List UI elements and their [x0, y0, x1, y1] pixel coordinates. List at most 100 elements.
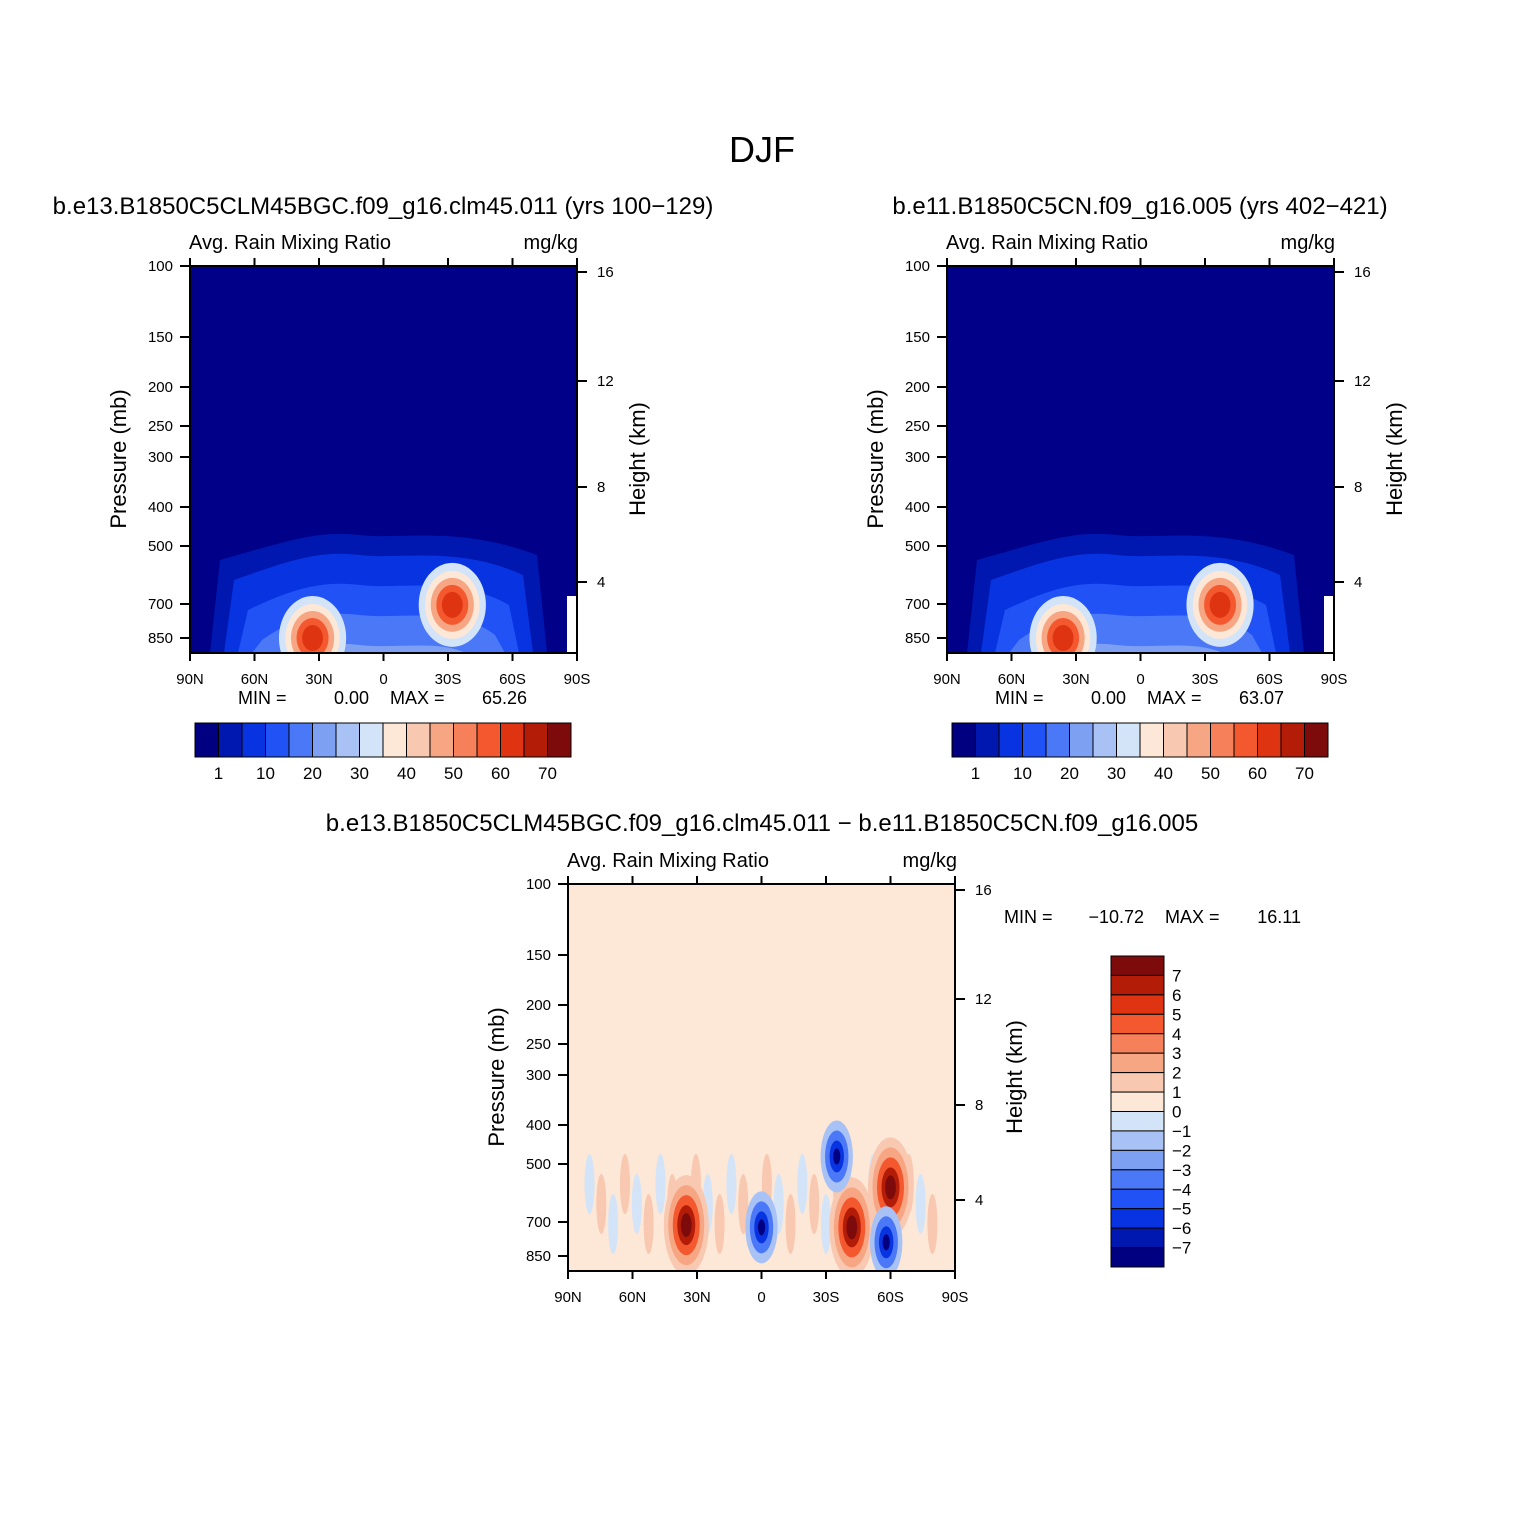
colorbar-label: 2 — [1172, 1064, 1181, 1083]
y-tick-label: 400 — [526, 1117, 551, 1134]
colorbar-label: 10 — [1013, 764, 1032, 783]
colorbar-box — [1233, 722, 1258, 758]
y-tick-label: 200 — [905, 379, 930, 396]
diff-speckle — [655, 1154, 666, 1214]
height-tick-label: 16 — [1354, 264, 1371, 281]
x-tick-label: 30S — [435, 671, 462, 688]
y-tick-label: 100 — [905, 258, 930, 275]
diff-speckle — [596, 1174, 607, 1234]
colorbar-box — [1110, 1130, 1165, 1151]
colorbar-box — [453, 722, 478, 758]
diff-speckle — [619, 1154, 630, 1214]
feature-max-0 — [302, 625, 323, 651]
colorbar-box — [1110, 1188, 1165, 1210]
colorbar-label: 1 — [1172, 1083, 1181, 1102]
colorbar-box — [998, 722, 1023, 758]
panel-3-field — [568, 884, 955, 1271]
panel-3-right-string: mg/kg — [903, 850, 957, 872]
height-tick-label: 12 — [1354, 373, 1371, 390]
x-tick-label: 90N — [554, 1289, 582, 1306]
colorbar-label: 30 — [1107, 764, 1126, 783]
height-tick-label: 16 — [975, 882, 992, 899]
colorbar-box — [1304, 722, 1329, 758]
panel-1-min-label: MIN = — [238, 688, 287, 708]
y-tick-label: 850 — [148, 630, 173, 647]
y-tick-label: 200 — [526, 997, 551, 1014]
panel-2-title: b.e11.B1850C5CN.f09_g16.005 (yrs 402−421… — [892, 193, 1387, 220]
colorbar-box — [951, 722, 976, 758]
diff-speckle — [643, 1194, 654, 1254]
y-tick-label: 400 — [905, 499, 930, 516]
diff-feature-2 — [885, 1175, 896, 1200]
x-tick-label: 30S — [813, 1289, 840, 1306]
colorbar-label: 3 — [1172, 1044, 1181, 1063]
colorbar-label: 70 — [1295, 764, 1314, 783]
height-tick-label: 4 — [597, 574, 605, 591]
colorbar-box — [547, 722, 572, 758]
panel-1-ylabel-right: Height (km) — [625, 402, 650, 516]
y-tick-label: 300 — [905, 449, 930, 466]
y-tick-label: 150 — [905, 329, 930, 346]
panel-2-min-value: 0.00 — [1091, 688, 1126, 708]
colorbar-box — [1110, 1149, 1165, 1171]
colorbar-box — [312, 722, 337, 758]
y-tick-label: 700 — [905, 596, 930, 613]
colorbar-box — [1110, 1091, 1165, 1112]
y-tick-label: 500 — [905, 538, 930, 555]
colorbar-label: 40 — [397, 764, 416, 783]
x-tick-label: 60S — [499, 671, 526, 688]
diff-speckle — [915, 1174, 926, 1234]
panel-2-ylabel: Pressure (mb) — [863, 389, 888, 528]
colorbar-box — [500, 722, 525, 758]
panel-1: b.e13.B1850C5CLM45BGC.f09_g16.clm45.011 … — [53, 193, 714, 783]
colorbar-box — [1045, 722, 1070, 758]
diff-speckle — [584, 1154, 595, 1214]
panel-1-right-string: mg/kg — [524, 232, 578, 254]
y-tick-label: 100 — [148, 258, 173, 275]
colorbar-box — [1092, 722, 1117, 758]
x-tick-label: 30N — [305, 671, 333, 688]
colorbar-label: −5 — [1172, 1200, 1191, 1219]
colorbar-label: −4 — [1172, 1180, 1191, 1199]
x-tick-label: 30N — [1062, 671, 1090, 688]
missing-data-patch — [567, 596, 577, 653]
height-tick-label: 8 — [975, 1097, 983, 1114]
panel-3-left-string: Avg. Rain Mixing Ratio — [567, 850, 769, 872]
x-tick-label: 60N — [619, 1289, 647, 1306]
diff-speckle — [608, 1194, 619, 1254]
colorbar-box — [1116, 722, 1141, 758]
colorbar-label: 40 — [1154, 764, 1173, 783]
panel-1-field — [190, 266, 577, 653]
diff-speckle — [927, 1194, 938, 1254]
colorbar-box — [359, 722, 384, 758]
x-tick-label: 60S — [1256, 671, 1283, 688]
height-tick-label: 16 — [597, 264, 614, 281]
y-tick-label: 500 — [526, 1156, 551, 1173]
x-tick-label: 60N — [241, 671, 269, 688]
colorbar-box — [382, 722, 407, 758]
colorbar-label: −1 — [1172, 1122, 1191, 1141]
colorbar-box — [476, 722, 501, 758]
panel-2-max-value: 63.07 — [1239, 688, 1284, 708]
colorbar-label: −6 — [1172, 1219, 1191, 1238]
colorbar-box — [1022, 722, 1047, 758]
panel-3: b.e13.B1850C5CLM45BGC.f09_g16.clm45.011 … — [326, 810, 1301, 1306]
colorbar-label: −2 — [1172, 1141, 1191, 1160]
colorbar-box — [1069, 722, 1094, 758]
y-tick-label: 300 — [148, 449, 173, 466]
colorbar-box — [335, 722, 360, 758]
diff-speckle — [785, 1194, 796, 1254]
diff-feature-4 — [833, 1148, 841, 1165]
colorbar-box — [1110, 994, 1165, 1015]
colorbar-box — [1110, 1169, 1165, 1190]
diff-feature-1 — [846, 1215, 858, 1240]
panel-3-max-value: 16.11 — [1257, 907, 1301, 927]
y-tick-label: 300 — [526, 1067, 551, 1084]
colorbar-label: 60 — [1248, 764, 1267, 783]
colorbar-label: 4 — [1172, 1025, 1181, 1044]
diff-speckle — [714, 1194, 725, 1254]
colorbar-box — [218, 722, 243, 758]
panel-1-min-value: 0.00 — [334, 688, 369, 708]
height-tick-label: 12 — [597, 373, 614, 390]
colorbar-label: −3 — [1172, 1161, 1191, 1180]
